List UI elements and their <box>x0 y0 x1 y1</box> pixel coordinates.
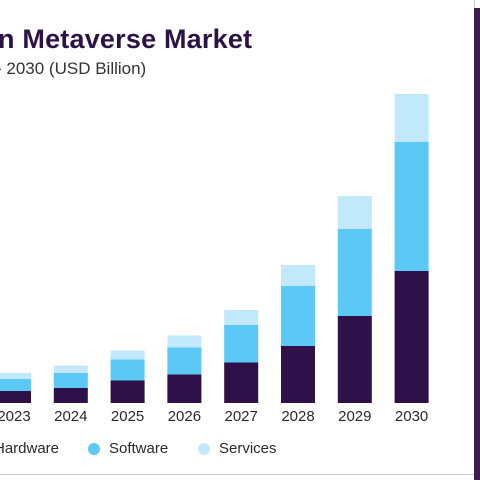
bar-hardware-2025 <box>110 380 145 403</box>
bar-software-2027 <box>224 325 259 363</box>
stacked-bar-chart: 2023 2024 2025 2026 2027 2028 2029 2030 <box>0 94 429 425</box>
x-tick-label-2026: 2026 <box>168 408 201 425</box>
side-accent-bar <box>474 8 480 480</box>
legend-item-software: Software <box>88 440 168 457</box>
legend-item-services: Services <box>198 440 277 457</box>
bar-services-2030 <box>394 94 429 142</box>
chart-card: n Metaverse Market - 2030 (USD Billion) … <box>0 0 475 475</box>
bar-hardware-2024 <box>53 388 88 403</box>
bar-software-2023 <box>0 379 31 391</box>
x-tick-label-2030: 2030 <box>395 408 428 425</box>
bar-software-2028 <box>281 286 315 346</box>
chart-subtitle: - 2030 (USD Billion) <box>0 59 147 78</box>
bar-services-2026 <box>167 335 202 348</box>
bar-hardware-2030 <box>394 271 429 403</box>
x-tick-label-2025: 2025 <box>111 408 144 425</box>
legend-label-services: Services <box>219 440 277 457</box>
bar-services-2023 <box>0 373 31 379</box>
bar-services-2025 <box>110 350 145 360</box>
legend-label-software: Software <box>109 440 169 457</box>
bar-hardware-2028 <box>281 346 315 403</box>
legend-swatch-software <box>88 442 100 455</box>
bar-hardware-2026 <box>167 374 202 403</box>
bar-services-2029 <box>337 196 372 229</box>
legend-item-hardware: Hardware <box>0 440 59 457</box>
bar-services-2027 <box>224 310 259 325</box>
bar-software-2025 <box>110 359 145 381</box>
x-tick-label-2029: 2029 <box>338 408 371 425</box>
legend: Hardware Software Services <box>0 440 460 462</box>
bar-hardware-2027 <box>224 362 259 403</box>
legend-swatch-services <box>198 442 210 455</box>
bar-services-2024 <box>53 365 88 373</box>
bar-services-2028 <box>281 265 315 286</box>
bar-hardware-2023 <box>0 391 31 403</box>
bar-software-2029 <box>337 229 372 316</box>
bar-software-2030 <box>394 142 429 271</box>
bar-software-2026 <box>167 347 202 375</box>
x-tick-label-2024: 2024 <box>54 408 87 425</box>
x-tick-label-2023: 2023 <box>0 408 31 425</box>
chart-title: n Metaverse Market <box>0 24 253 54</box>
bar-hardware-2029 <box>337 316 372 403</box>
x-tick-label-2027: 2027 <box>225 408 258 425</box>
x-tick-label-2028: 2028 <box>281 408 314 425</box>
legend-label-hardware: Hardware <box>0 440 60 457</box>
bar-software-2024 <box>53 373 88 388</box>
